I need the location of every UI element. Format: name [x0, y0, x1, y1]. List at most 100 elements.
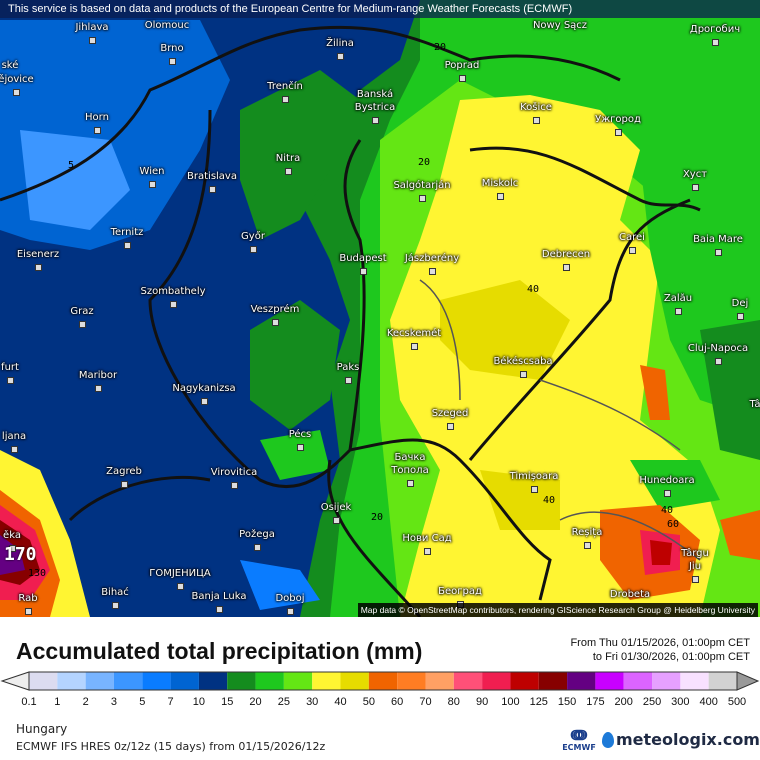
legend-swatch	[538, 672, 568, 690]
city-label: Ternitz	[110, 227, 144, 238]
legend-swatch	[170, 672, 199, 690]
map-attribution[interactable]: Map data © OpenStreetMap contributors, r…	[357, 603, 758, 617]
city-label: Graz	[70, 306, 94, 317]
city-marker	[424, 548, 431, 555]
legend-tick: 30	[306, 696, 319, 708]
ecmwf-notice: This service is based on data and produc…	[0, 0, 760, 18]
city-label: Дрогобич	[689, 24, 741, 35]
legend-swatch	[482, 672, 511, 690]
city-label: Szeged	[431, 408, 469, 419]
legend-tick: 300	[671, 696, 690, 708]
city-label: Trenčín	[267, 81, 303, 92]
legend-tick: 125	[529, 696, 548, 708]
legend-tick: 175	[586, 696, 605, 708]
city-marker	[250, 246, 257, 253]
city-label: Cluj-Napoca	[687, 343, 749, 354]
legend-tick: 3	[110, 696, 118, 708]
city-label: Paks	[336, 362, 360, 373]
city-label: Топола	[391, 465, 429, 476]
city-label: ГОМЈЕНИЦА	[149, 568, 211, 579]
model-info: ECMWF IFS HRES 0z/12z (15 days) from 01/…	[16, 740, 326, 753]
contour-label: 20	[434, 42, 447, 53]
city-label: Miskolc	[481, 178, 519, 189]
city-label: Olomouc	[144, 20, 190, 31]
city-label: Osijek	[320, 502, 352, 513]
city-marker	[419, 195, 426, 202]
city-label: Košice	[520, 102, 552, 113]
city-marker	[715, 358, 722, 365]
city-label: Bratislava	[187, 171, 237, 182]
city-marker	[201, 398, 208, 405]
city-label: Baia Mare	[693, 234, 743, 245]
city-label: Kecskemét	[386, 328, 442, 339]
legend-swatch	[652, 672, 681, 690]
city-label: Debrecen	[541, 249, 591, 260]
city-label: Nowy Sącz	[532, 20, 588, 31]
city-marker	[79, 321, 86, 328]
city-marker	[285, 168, 292, 175]
city-marker	[372, 117, 379, 124]
legend-tick: 60	[391, 696, 404, 708]
legend-ticks: 0.1 1 2 3 5 7 10 15 20 25 30 40 50 60 70 80 90 100 125 150 1…	[0, 696, 760, 710]
contour-label: 60	[667, 519, 680, 530]
city-marker	[297, 444, 304, 451]
city-label: Dej	[731, 298, 749, 309]
city-label: Târgu	[681, 548, 709, 559]
legend-swatch	[29, 672, 58, 690]
legend-tick: 100	[501, 696, 520, 708]
contour-label: 170	[4, 544, 37, 565]
city-marker	[737, 313, 744, 320]
city-marker	[124, 242, 131, 249]
legend-swatch	[708, 672, 737, 690]
city-label: Нови Сад	[402, 533, 452, 544]
city-marker	[11, 446, 18, 453]
legend-swatch	[595, 672, 624, 690]
legend-tick: 2	[82, 696, 89, 708]
legend-tick: 80	[447, 696, 460, 708]
contour-label: 40	[527, 284, 540, 295]
legend-tick: 250	[642, 696, 662, 708]
contour-label: 20	[371, 512, 384, 523]
city-label: Szombathely	[140, 286, 206, 297]
city-marker	[7, 377, 14, 384]
legend-swatch	[255, 672, 284, 690]
precipitation-field	[0, 0, 760, 617]
city-marker	[170, 301, 177, 308]
city-marker	[9, 545, 16, 552]
city-marker	[345, 377, 352, 384]
city-label: ské	[1, 60, 19, 71]
legend-swatch	[312, 672, 341, 690]
ecmwf-logo-text: ECMWF	[562, 743, 596, 752]
city-marker	[13, 89, 20, 96]
city-marker	[629, 247, 636, 254]
city-label: Wien	[139, 166, 165, 177]
legend-swatch	[453, 672, 483, 690]
city-marker	[692, 184, 699, 191]
contour-label: 40	[661, 505, 674, 516]
legend-swatch	[567, 672, 596, 690]
meteologix-logo[interactable]: meteologix.com	[602, 730, 760, 750]
city-label: Győr	[241, 231, 265, 242]
chart-title: Accumulated total precipitation (mm)	[16, 638, 423, 664]
precipitation-map[interactable]: Jihlava Brno Žilina Poprad Trenčín Banská Byst…	[0, 0, 760, 617]
city-label: Rab	[18, 593, 38, 604]
city-label: Brno	[160, 43, 184, 54]
legend-tick: 15	[221, 696, 234, 708]
legend-tick: 400	[699, 696, 718, 708]
city-label: ljana	[1, 431, 27, 442]
meteologix-drop-icon	[602, 732, 614, 748]
city-label: Budapest	[339, 253, 387, 264]
city-label: Maribor	[78, 370, 118, 381]
city-marker	[177, 583, 184, 590]
city-label: furt	[1, 362, 19, 373]
legend-swatch	[680, 672, 709, 690]
color-legend	[0, 671, 760, 691]
legend-tick: 500	[727, 696, 747, 708]
legend-tick: 90	[475, 696, 489, 708]
city-label: Žilina	[326, 38, 354, 49]
legend-tick: 25	[277, 696, 290, 708]
legend-under-arrow	[0, 671, 30, 691]
city-marker	[25, 608, 32, 615]
period-from: From Thu 01/15/2026, 01:00pm CET	[570, 637, 750, 649]
legend-tick: 1	[54, 696, 61, 708]
